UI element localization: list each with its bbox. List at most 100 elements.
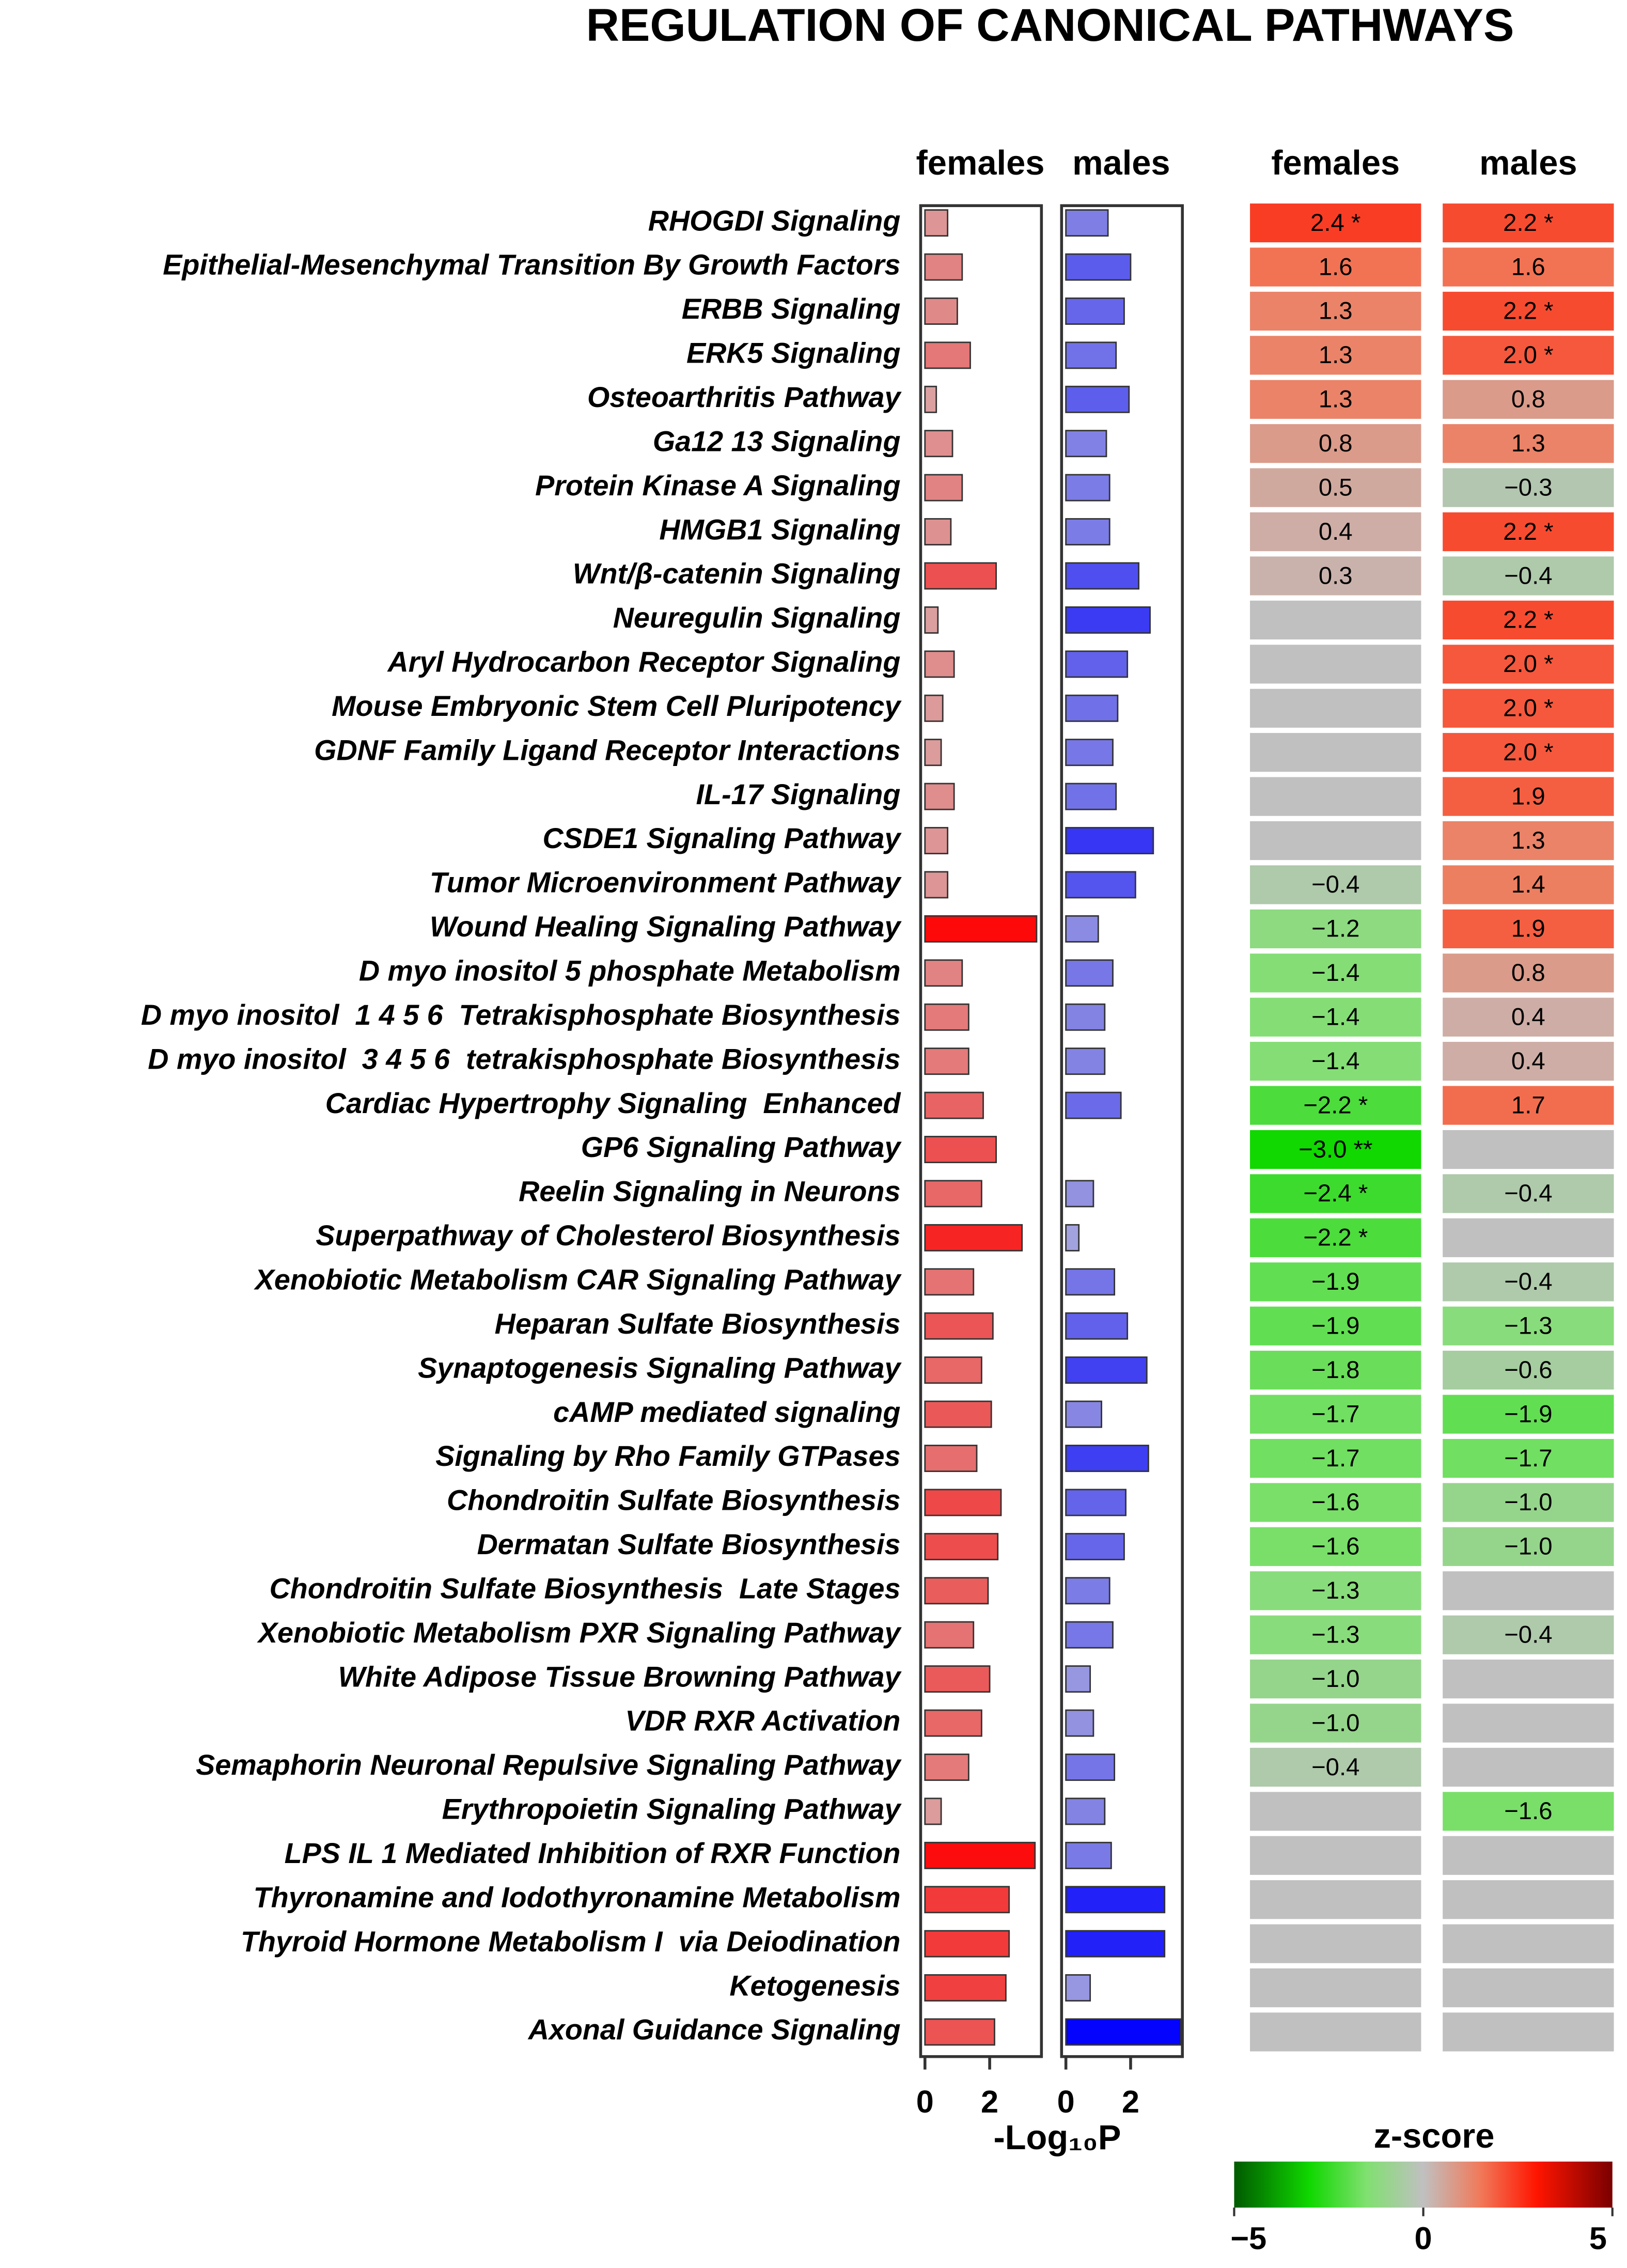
pathway-label: Tumor Microenvironment Pathway — [430, 867, 902, 899]
heat-cell — [1250, 1438, 1421, 1478]
bar — [924, 562, 997, 590]
cell-label: −0.4 — [1504, 562, 1552, 589]
bar — [1065, 1445, 1149, 1472]
bar — [1065, 1709, 1094, 1737]
empty-cell — [1250, 1968, 1421, 2008]
empty-cell — [1250, 1792, 1421, 1831]
empty-cell — [1443, 1924, 1614, 1963]
bar — [924, 606, 939, 634]
pathway-label: Mouse Embryonic Stem Cell Pluripotency — [332, 690, 902, 722]
heat-cell — [1250, 1527, 1421, 1566]
empty-cell — [1443, 1571, 1614, 1610]
heat-cell — [1443, 1527, 1614, 1566]
pathway-label: Xenobiotic Metabolism CAR Signaling Path… — [254, 1263, 902, 1295]
cell-label: −3.0 ** — [1299, 1136, 1372, 1163]
x-tick-label: 0 — [916, 2084, 934, 2119]
cell-label: 1.3 — [1319, 341, 1353, 369]
colorbar-tick-label: 5 — [1589, 2220, 1607, 2256]
heat-cell — [1443, 247, 1614, 287]
heat-cell — [1443, 1306, 1614, 1346]
cell-label: −1.0 — [1311, 1709, 1359, 1737]
pathway-label: ERBB Signaling — [682, 293, 901, 325]
heat-cell — [1250, 865, 1421, 904]
empty-cell — [1443, 1218, 1614, 1257]
bar — [924, 1489, 1002, 1516]
figure-title: REGULATION OF CANONICAL PATHWAYS — [586, 0, 1514, 51]
empty-cell — [1443, 1703, 1614, 1743]
cell-label: −1.3 — [1311, 1621, 1359, 1648]
pathway-label: D myo inositol 3 4 5 6 tetrakisphosphate… — [148, 1043, 900, 1075]
cell-label: −1.0 — [1311, 1665, 1359, 1693]
bar — [924, 1577, 989, 1605]
empty-cell — [1250, 1880, 1421, 1919]
heat-cell — [1443, 468, 1614, 507]
heat-cell — [1250, 1351, 1421, 1390]
bar — [924, 650, 955, 678]
bar — [1065, 1400, 1102, 1428]
pathway-label: Osteoarthritis Pathway — [587, 381, 902, 413]
bar — [924, 1930, 1010, 1958]
pathway-label: CSDE1 Signaling Pathway — [542, 822, 902, 854]
heat-cell — [1250, 1086, 1421, 1125]
bar — [924, 1797, 942, 1825]
bar — [1065, 694, 1119, 722]
heat-cell — [1250, 291, 1421, 331]
heat-cell — [1250, 1306, 1421, 1346]
bar — [1065, 650, 1129, 678]
heat-cell — [1250, 1395, 1421, 1434]
empty-cell — [1250, 733, 1421, 772]
cell-label: −1.7 — [1504, 1445, 1552, 1472]
pathway-label: Superpathway of Cholesterol Biosynthesis — [316, 1219, 900, 1252]
cell-label: 1.9 — [1511, 783, 1545, 810]
cell-label: −0.4 — [1504, 1268, 1552, 1295]
heat-cell — [1250, 203, 1421, 243]
heat-cell — [1250, 1660, 1421, 1699]
bar — [924, 959, 963, 987]
heat-cell — [1443, 336, 1614, 375]
heat-cell — [1443, 777, 1614, 816]
column-title: females — [1271, 144, 1400, 182]
cell-label: 2.0 * — [1503, 650, 1553, 678]
bar — [1065, 1312, 1129, 1340]
cell-label: 1.3 — [1319, 298, 1353, 325]
bar — [924, 2018, 995, 2046]
bar — [924, 474, 963, 502]
heat-cell — [1443, 1174, 1614, 1213]
pathway-label: Chondroitin Sulfate Biosynthesis — [447, 1484, 900, 1516]
bar — [1065, 1621, 1114, 1649]
bar — [1065, 1356, 1148, 1384]
heat-cell — [1443, 1395, 1614, 1434]
cell-label: 0.4 — [1319, 518, 1353, 545]
bar — [924, 1312, 994, 1340]
pathway-label: Ketogenesis — [729, 1969, 900, 2001]
cell-label: 2.0 * — [1503, 695, 1553, 722]
heat-cell — [1443, 291, 1614, 331]
panel-frame — [919, 204, 1043, 2058]
bar — [924, 694, 944, 722]
cell-label: 1.6 — [1319, 253, 1353, 280]
heat-cell — [1250, 336, 1421, 375]
empty-cell — [1443, 1968, 1614, 2008]
pathway-label: Neuregulin Signaling — [613, 602, 901, 634]
x-tick-label: 2 — [1122, 2084, 1139, 2119]
heat-cell — [1250, 424, 1421, 463]
cell-label: −1.3 — [1311, 1577, 1359, 1604]
column-title: males — [1479, 144, 1577, 182]
bar — [924, 1356, 982, 1384]
heat-cell — [1443, 865, 1614, 904]
bar — [1065, 385, 1130, 413]
heat-cell — [1443, 1351, 1614, 1390]
cell-label: 0.4 — [1511, 1004, 1545, 1031]
bar — [924, 871, 949, 899]
pathway-label: Epithelial-Mesenchymal Transition By Gro… — [163, 249, 900, 281]
bar — [1065, 1930, 1166, 1958]
bar — [924, 1445, 978, 1472]
cell-label: −1.9 — [1504, 1400, 1552, 1428]
heat-cell — [1250, 1747, 1421, 1787]
cell-label: 1.9 — [1511, 915, 1545, 943]
cell-label: −1.0 — [1504, 1489, 1552, 1516]
pathway-label: Axonal Guidance Signaling — [527, 2014, 901, 2046]
pathway-label: White Adipose Tissue Browning Pathway — [338, 1661, 902, 1693]
cell-label: 0.3 — [1319, 562, 1353, 589]
bar — [1065, 959, 1114, 987]
